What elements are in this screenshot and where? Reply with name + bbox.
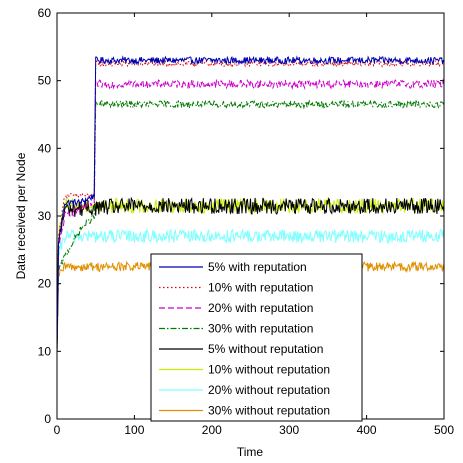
y-tick-label: 50: [38, 74, 52, 88]
y-tick-label: 10: [38, 344, 52, 358]
series-layer: [56, 55, 445, 352]
legend-label: 20% without reputation: [208, 383, 330, 397]
x-tick-label: 100: [124, 423, 144, 437]
y-tick-label: 40: [38, 141, 52, 155]
legend-box: [150, 253, 363, 422]
series-line: [56, 99, 445, 352]
series-line: [56, 55, 445, 352]
series-line: [56, 59, 445, 352]
legend-label: 20% with reputation: [208, 301, 313, 315]
x-tick-label: 200: [202, 423, 222, 437]
series-line: [56, 78, 445, 352]
x-tick-label: 0: [54, 423, 61, 437]
legend-label: 5% without reputation: [208, 342, 323, 356]
y-tick-label: 60: [38, 6, 52, 20]
legend: 5% with reputation 10% with reputation 20%…: [150, 253, 363, 422]
y-tick-label: 30: [38, 209, 52, 223]
x-tick-label: 500: [434, 423, 454, 437]
x-axis-label: Time: [237, 445, 264, 459]
legend-label: 5% with reputation: [208, 260, 307, 274]
x-tick-label: 300: [279, 423, 299, 437]
series-line: [56, 196, 445, 352]
y-tick-label: 0: [44, 412, 51, 426]
legend-label: 10% with reputation: [208, 281, 313, 295]
y-tick-label: 20: [38, 277, 52, 291]
series-line: [56, 227, 445, 352]
legend-label: 30% without reputation: [208, 404, 330, 418]
ticks-layer: 0 100 200 300 400 500 0 10 20 30 40 50 60: [38, 6, 455, 437]
legend-label: 30% with reputation: [208, 322, 313, 336]
y-axis-label: Data received per Node: [14, 152, 28, 279]
legend-label: 10% without reputation: [208, 363, 330, 377]
x-tick-label: 400: [357, 423, 377, 437]
